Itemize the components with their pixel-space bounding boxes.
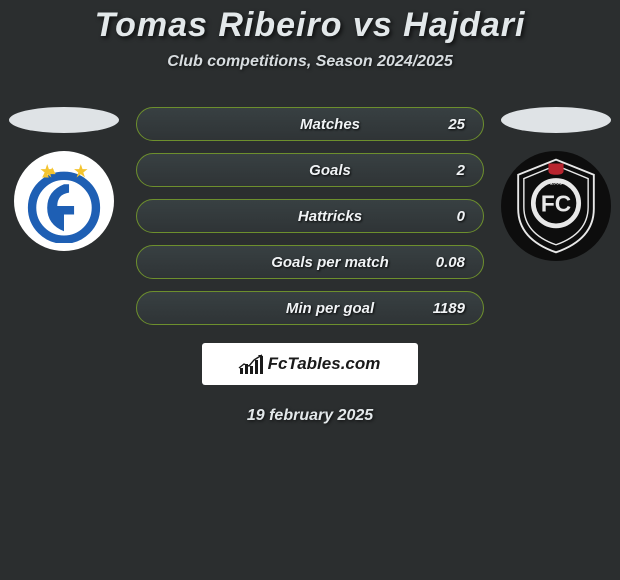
- chart-icon: [240, 354, 262, 374]
- stat-label: Goals: [245, 162, 415, 179]
- stat-row: Goals per match 0.08: [136, 245, 484, 279]
- subtitle: Club competitions, Season 2024/2025: [0, 53, 620, 71]
- stat-value: 25: [425, 116, 465, 133]
- stat-value: 0: [425, 208, 465, 225]
- stat-label: Hattricks: [245, 208, 415, 225]
- grasshopper-logo-icon: [22, 159, 106, 243]
- left-side: [4, 107, 124, 251]
- stat-value: 0.08: [425, 254, 465, 271]
- player-shadow-left: [9, 107, 119, 133]
- stat-row: Hattricks 0: [136, 199, 484, 233]
- stats-list: Matches 25 Goals 2 Hattricks 0 Goals per…: [136, 107, 484, 325]
- date-label: 19 february 2025: [0, 407, 620, 425]
- stat-row: Min per goal 1189: [136, 291, 484, 325]
- player-shadow-right: [501, 107, 611, 133]
- stat-label: Matches: [245, 116, 415, 133]
- club-badge-right: FC 1908: [501, 151, 611, 261]
- brand-banner[interactable]: FcTables.com: [202, 343, 418, 385]
- stat-label: Goals per match: [245, 254, 415, 271]
- stat-row: Goals 2: [136, 153, 484, 187]
- club-badge-left: [14, 151, 114, 251]
- svg-text:1908: 1908: [550, 180, 563, 186]
- stat-row: Matches 25: [136, 107, 484, 141]
- page-title: Tomas Ribeiro vs Hajdari: [0, 6, 620, 45]
- stat-value: 2: [425, 162, 465, 179]
- brand-label: FcTables.com: [268, 354, 381, 374]
- svg-text:FC: FC: [541, 191, 571, 217]
- lugano-logo-icon: FC 1908: [508, 154, 604, 258]
- main-layout: Matches 25 Goals 2 Hattricks 0 Goals per…: [0, 107, 620, 325]
- comparison-card: Tomas Ribeiro vs Hajdari Club competitio…: [0, 0, 620, 425]
- stat-label: Min per goal: [245, 300, 415, 317]
- stat-value: 1189: [425, 300, 465, 317]
- right-side: FC 1908: [496, 107, 616, 261]
